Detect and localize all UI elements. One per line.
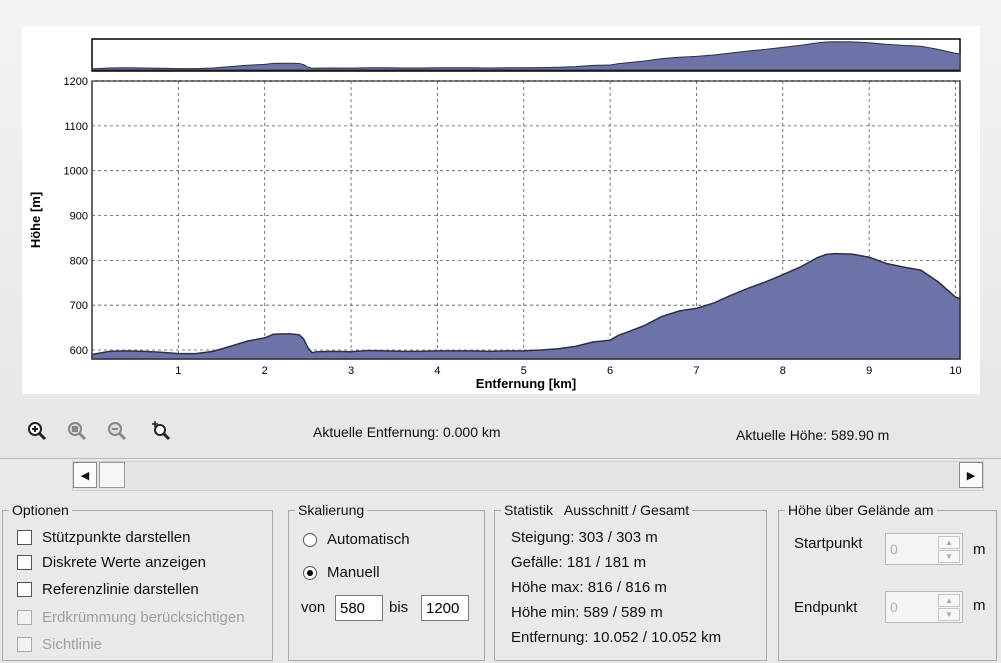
scroll-right-button[interactable]: ▶: [959, 462, 983, 488]
stat-steigung: Steigung: 303 / 303 m: [511, 529, 658, 546]
y-tick-label: 900: [70, 211, 88, 223]
x-axis-label: Entfernung [km]: [476, 376, 576, 391]
options-title: Optionen: [9, 502, 72, 518]
radio-automatisch[interactable]: Automatisch: [303, 531, 410, 548]
y-tick-label: 800: [70, 255, 88, 267]
ground-height-title: Höhe über Gelände am: [785, 502, 937, 518]
elevation-chart-svg: 1 2 3 4 5 6 7 8 9 10 600 700 800 900 1000 1100 1200 Entf…: [28, 38, 962, 391]
checkbox[interactable]: [17, 582, 32, 597]
spin-down-icon: ▼: [938, 550, 960, 563]
y-tick-label: 1000: [64, 166, 88, 178]
radio-button[interactable]: [303, 532, 317, 547]
option-erdkruemmung: Erdkrümmung berücksichtigen: [17, 609, 245, 626]
profile-panel: 1 2 3 4 5 6 7 8 9 10 600 700 800 900 1000 1100 1200 Entf…: [0, 0, 1001, 459]
checkbox[interactable]: [17, 555, 32, 570]
radio-manuell[interactable]: Manuell: [303, 564, 380, 581]
horizontal-scrollbar[interactable]: ◀ ▶: [72, 461, 984, 491]
scroll-thumb[interactable]: [99, 462, 125, 488]
scroll-left-button[interactable]: ◀: [73, 462, 97, 488]
options-group: Optionen Stützpunkte darstellen Diskrete…: [2, 502, 273, 661]
end-label: Endpunkt: [794, 599, 858, 616]
x-tick-label: 9: [866, 365, 872, 377]
stat-hoehe-min: Höhe min: 589 / 589 m: [511, 604, 663, 621]
statistics-group: Statistik Ausschnitt / Gesamt Steigung: …: [494, 502, 767, 661]
to-input[interactable]: [421, 595, 469, 621]
y-axis-label: Höhe [m]: [28, 192, 43, 248]
elevation-chart: 1 2 3 4 5 6 7 8 9 10 600 700 800 900 1000 1100 1200 Entf…: [22, 26, 980, 394]
option-referenzlinie[interactable]: Referenzlinie darstellen: [17, 581, 199, 598]
y-tick-label: 1100: [64, 121, 88, 133]
current-height: Aktuelle Höhe: 589.90 m: [736, 427, 890, 443]
spin-up-icon: ▲: [938, 594, 960, 607]
radio-button[interactable]: [303, 565, 317, 580]
x-tick-label: 4: [434, 365, 440, 377]
overview-area: [91, 41, 961, 71]
end-spinner: 0 ▲ ▼: [885, 591, 963, 623]
spin-up-icon: ▲: [938, 536, 960, 549]
option-stuetzpunkte[interactable]: Stützpunkte darstellen: [17, 529, 190, 546]
checkbox: [17, 610, 32, 625]
stat-hoehe-max: Höhe max: 816 / 816 m: [511, 579, 667, 596]
y-tick-label: 700: [70, 300, 88, 312]
statistics-title: Statistik Ausschnitt / Gesamt: [501, 502, 693, 518]
spin-down-icon: ▼: [938, 608, 960, 621]
from-label: von: [301, 599, 326, 616]
x-tick-label: 2: [262, 365, 268, 377]
stat-entfernung: Entfernung: 10.052 / 10.052 km: [511, 629, 722, 646]
x-tick-label: 3: [348, 365, 354, 377]
start-value: 0: [890, 541, 898, 557]
ground-height-group: Höhe über Gelände am Startpunkt 0 ▲ ▼ m …: [778, 502, 997, 661]
current-distance: Aktuelle Entfernung: 0.000 km: [313, 424, 501, 440]
axis-ticks: 1 2 3 4 5 6 7 8 9 10 600 700 800 900 1000 1100 1200: [64, 76, 962, 377]
x-tick-label: 10: [949, 365, 961, 377]
x-tick-label: 8: [780, 365, 786, 377]
elevation-area[interactable]: [91, 252, 961, 360]
checkbox: [17, 637, 32, 652]
zoom-in-icon[interactable]: [26, 420, 48, 442]
y-tick-label: 1200: [64, 76, 88, 88]
checkbox[interactable]: [17, 530, 32, 545]
end-value: 0: [890, 599, 898, 615]
option-sichtlinie: Sichtlinie: [17, 636, 102, 653]
x-tick-label: 7: [693, 365, 699, 377]
scaling-title: Skalierung: [295, 502, 368, 518]
zoom-out-icon[interactable]: [106, 420, 128, 442]
zoom-area-icon[interactable]: [66, 420, 88, 442]
x-tick-label: 1: [175, 365, 181, 377]
start-unit: m: [973, 541, 986, 558]
end-unit: m: [973, 597, 986, 614]
zoom-reset-icon[interactable]: [150, 420, 172, 442]
y-tick-label: 600: [70, 345, 88, 357]
to-label: bis: [389, 599, 409, 616]
start-spinner: 0 ▲ ▼: [885, 533, 963, 565]
x-tick-label: 5: [521, 365, 527, 377]
x-tick-label: 6: [607, 365, 613, 377]
scaling-group: Skalierung Automatisch Manuell von bis: [288, 502, 485, 661]
start-label: Startpunkt: [794, 535, 863, 552]
stat-gefaelle: Gefälle: 181 / 181 m: [511, 554, 647, 571]
option-diskrete-werte[interactable]: Diskrete Werte anzeigen: [17, 554, 206, 571]
from-input[interactable]: [335, 595, 383, 621]
